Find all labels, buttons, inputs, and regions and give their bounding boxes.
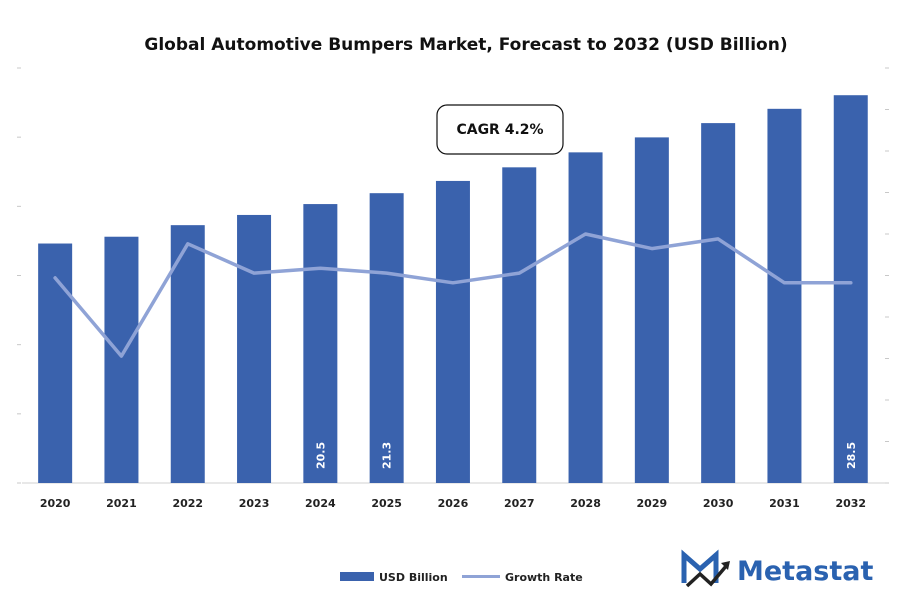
bar-2029 bbox=[634, 137, 669, 483]
legend-swatch-bar bbox=[340, 572, 374, 581]
line-series bbox=[53, 232, 853, 358]
chart-title: Global Automotive Bumpers Market, Foreca… bbox=[144, 35, 787, 55]
bar-2024 bbox=[303, 204, 338, 483]
bar-data-label-2025: 21.3 bbox=[381, 442, 394, 469]
bar-2020 bbox=[38, 243, 73, 483]
cagr-annotation: CAGR 4.2% bbox=[436, 104, 564, 155]
x-tick-label-2025: 2025 bbox=[371, 497, 402, 510]
metastat-logo-icon bbox=[681, 549, 730, 588]
growth-rate-line bbox=[53, 232, 853, 358]
x-tick-label-2027: 2027 bbox=[504, 497, 535, 510]
x-tick-label-2030: 2030 bbox=[703, 497, 734, 510]
x-tick-label-2026: 2026 bbox=[438, 497, 469, 510]
left-axis-ticks bbox=[17, 67, 21, 484]
x-tick-label-2028: 2028 bbox=[570, 497, 601, 510]
bar-2028 bbox=[568, 152, 603, 484]
metastat-logo: Metastat bbox=[681, 549, 874, 588]
metastat-logo-text: Metastat bbox=[737, 556, 874, 587]
x-tick-label-2029: 2029 bbox=[637, 497, 668, 510]
x-tick-label-2023: 2023 bbox=[239, 497, 270, 510]
bar-series bbox=[38, 95, 868, 484]
x-tick-label-2022: 2022 bbox=[172, 497, 203, 510]
bar-data-label-2032: 28.5 bbox=[845, 442, 858, 469]
bar-2022 bbox=[170, 225, 205, 483]
x-tick-label-2024: 2024 bbox=[305, 497, 336, 510]
bar-2023 bbox=[237, 214, 272, 483]
bar-data-label-2024: 20.5 bbox=[314, 442, 327, 469]
x-axis-tick-labels: 2020 2021 2022 2023 2024 2025 2026 2027 2028 2029… bbox=[40, 497, 866, 510]
x-tick-label-2031: 2031 bbox=[769, 497, 800, 510]
x-tick-label-2032: 2032 bbox=[835, 497, 866, 510]
bar-2030 bbox=[701, 123, 736, 484]
bar-2031 bbox=[767, 108, 802, 483]
bar-2027 bbox=[502, 167, 537, 483]
cagr-box bbox=[436, 104, 564, 155]
legend-label-line: Growth Rate bbox=[505, 571, 583, 584]
bar-2032 bbox=[833, 95, 868, 484]
bar-2025 bbox=[369, 193, 404, 483]
bar-2026 bbox=[435, 180, 470, 483]
bar-2021 bbox=[104, 236, 139, 483]
right-axis-ticks bbox=[885, 67, 889, 484]
x-tick-label-2021: 2021 bbox=[106, 497, 137, 510]
legend-label-bar: USD Billion bbox=[379, 571, 448, 584]
x-tick-label-2020: 2020 bbox=[40, 497, 71, 510]
legend: USD Billion Growth Rate bbox=[340, 571, 583, 584]
bar-data-labels: 20.5 21.3 28.5 bbox=[314, 442, 857, 469]
cagr-label: CAGR 4.2% bbox=[456, 122, 543, 138]
